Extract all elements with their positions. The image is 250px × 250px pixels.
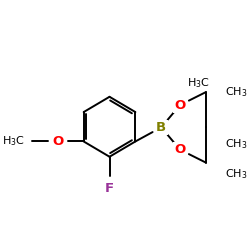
Text: CH$_3$: CH$_3$ [225,85,247,99]
Text: B: B [156,121,166,134]
Text: O: O [174,98,186,112]
Text: F: F [105,182,114,196]
Text: H$_3$C: H$_3$C [187,76,210,90]
Text: H$_3$C: H$_3$C [2,134,25,148]
Text: CH$_3$: CH$_3$ [225,137,247,151]
Text: O: O [52,135,64,148]
Text: CH$_3$: CH$_3$ [225,168,247,181]
Text: O: O [174,143,186,156]
